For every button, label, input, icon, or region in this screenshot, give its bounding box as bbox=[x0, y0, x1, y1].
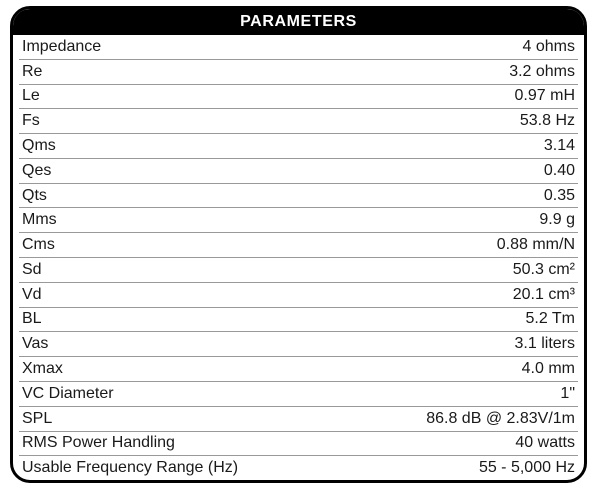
parameter-label: Mms bbox=[22, 211, 57, 229]
parameter-label: VC Diameter bbox=[22, 384, 114, 402]
table-row: Impedance 4 ohms bbox=[19, 35, 578, 60]
parameter-value: 0.35 bbox=[543, 186, 575, 204]
table-row: RMS Power Handling 40 watts bbox=[19, 432, 578, 457]
parameter-value: 1" bbox=[560, 384, 575, 402]
parameter-value: 0.40 bbox=[543, 161, 575, 179]
table-row: Mms 9.9 g bbox=[19, 208, 578, 234]
parameter-label: Le bbox=[22, 87, 40, 105]
parameter-label: Vas bbox=[22, 335, 49, 353]
parameter-label: Usable Frequency Range (Hz) bbox=[22, 459, 239, 477]
parameter-label: Cms bbox=[22, 236, 55, 254]
parameter-value: 53.8 Hz bbox=[519, 112, 575, 130]
parameter-label: Impedance bbox=[22, 37, 102, 55]
parameter-label: Xmax bbox=[22, 360, 63, 378]
parameters-panel: PARAMETERS Impedance 4 ohms Re 3.2 ohms … bbox=[10, 6, 587, 483]
table-row: Qes 0.40 bbox=[19, 159, 578, 184]
table-row: Vd 20.1 cm³ bbox=[19, 283, 578, 308]
parameter-label: Qts bbox=[22, 186, 47, 204]
table-row: Cms 0.88 mm/N bbox=[19, 233, 578, 259]
parameter-value: 50.3 cm² bbox=[512, 260, 575, 278]
table-row: VC Diameter 1" bbox=[19, 382, 578, 407]
table-row: Usable Frequency Range (Hz) 55 - 5,000 H… bbox=[19, 456, 578, 480]
parameter-value: 9.9 g bbox=[539, 211, 575, 229]
parameter-label: BL bbox=[22, 310, 42, 328]
parameter-label: Fs bbox=[22, 112, 40, 130]
table-row: Sd 50.3 cm² bbox=[19, 258, 578, 283]
parameter-value: 0.88 mm/N bbox=[496, 236, 575, 254]
parameter-label: Qms bbox=[22, 137, 56, 155]
parameter-value: 3.1 liters bbox=[514, 335, 575, 353]
parameter-value: 20.1 cm³ bbox=[512, 285, 575, 303]
parameter-value: 3.14 bbox=[543, 137, 575, 155]
parameter-value: 4 ohms bbox=[522, 37, 575, 55]
table-row: Qms 3.14 bbox=[19, 134, 578, 159]
table-row: Le 0.97 mH bbox=[19, 85, 578, 110]
parameters-table: Impedance 4 ohms Re 3.2 ohms Le 0.97 mH … bbox=[13, 35, 584, 480]
parameter-value: 40 watts bbox=[515, 434, 575, 452]
table-row: Xmax 4.0 mm bbox=[19, 357, 578, 382]
parameter-value: 0.97 mH bbox=[514, 87, 575, 105]
parameters-panel-title: PARAMETERS bbox=[13, 9, 584, 35]
table-row: BL 5.2 Tm bbox=[19, 308, 578, 333]
table-row: Re 3.2 ohms bbox=[19, 60, 578, 85]
parameter-label: Sd bbox=[22, 260, 42, 278]
table-row: Fs 53.8 Hz bbox=[19, 109, 578, 135]
parameter-value: 86.8 dB @ 2.83V/1m bbox=[426, 409, 575, 427]
parameter-label: Re bbox=[22, 62, 43, 80]
parameter-label: Vd bbox=[22, 285, 42, 303]
parameter-value: 3.2 ohms bbox=[509, 62, 575, 80]
parameter-value: 5.2 Tm bbox=[525, 310, 576, 328]
parameter-label: Qes bbox=[22, 161, 52, 179]
parameter-value: 55 - 5,000 Hz bbox=[478, 459, 575, 477]
parameter-label: RMS Power Handling bbox=[22, 434, 175, 452]
table-row: SPL 86.8 dB @ 2.83V/1m bbox=[19, 407, 578, 432]
parameter-label: SPL bbox=[22, 409, 53, 427]
table-row: Vas 3.1 liters bbox=[19, 332, 578, 358]
parameter-value: 4.0 mm bbox=[521, 360, 575, 378]
table-row: Qts 0.35 bbox=[19, 184, 578, 209]
